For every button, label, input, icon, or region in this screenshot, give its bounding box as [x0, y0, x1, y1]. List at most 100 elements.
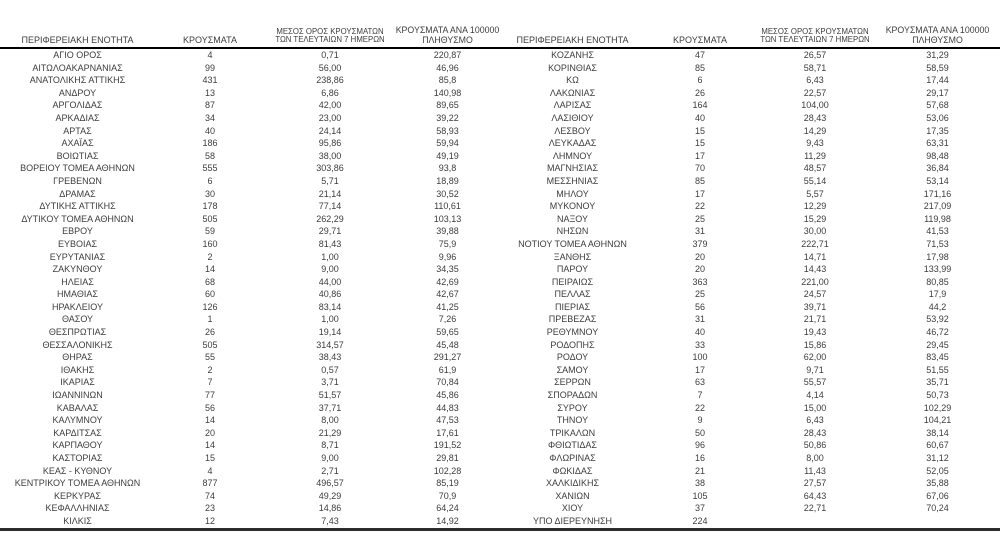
cell-cases: 56	[694, 301, 705, 312]
cell-avg7: 12,29	[803, 201, 827, 212]
table-row: ΜΥΚΟΝΟΥ 22 12,29 217,09	[500, 200, 1000, 213]
cell-region: ΜΑΓΝΗΣΙΑΣ	[546, 163, 599, 174]
cell-region: ΚΑΣΤΟΡΙΑΣ	[52, 453, 103, 463]
table-row: ΑΝΔΡΟΥ 13 6,86 140,98	[0, 87, 500, 100]
cell-cases: 17	[694, 188, 705, 199]
cell-cases: 30	[204, 188, 215, 199]
cell-cases: 160	[202, 238, 218, 249]
cell-region: ΧΙΟΥ	[561, 503, 584, 514]
table-row: ΝΗΣΩΝ 31 30,00 41,53	[500, 225, 1000, 238]
cell-avg7: 30,00	[803, 226, 827, 237]
table-row: ΚΑΛΥΜΝΟΥ 14 8,00 47,53	[0, 414, 500, 427]
cell-cases: 20	[694, 251, 705, 262]
cell-avg7: 29,71	[318, 226, 342, 237]
cell-avg7: 28,43	[803, 427, 827, 438]
cell-cases: 14	[204, 264, 215, 275]
cell-cases: 7	[697, 390, 703, 401]
cell-per100k: 58,59	[926, 62, 949, 73]
cell-avg7: 55,57	[803, 377, 827, 388]
cell-avg7: 6,43	[806, 415, 824, 426]
cell-avg7: 37,71	[318, 402, 342, 413]
cell-cases: 9	[697, 415, 703, 426]
cell-region: ΗΛΕΙΑΣ	[61, 276, 94, 287]
cell-cases: 363	[692, 276, 708, 287]
table-row: ΗΛΕΙΑΣ 68 44,00 42,69	[0, 276, 500, 289]
cell-avg7: 81,43	[318, 238, 342, 249]
cell-cases: 22	[694, 402, 705, 413]
col-header-cases: ΚΡΟΥΣΜΑΤΑ	[155, 19, 265, 49]
cell-avg7: 21,14	[318, 188, 342, 199]
cell-cases: 6	[207, 175, 213, 186]
table-row: ΛΗΜΝΟΥ 17 11,29 98,48	[500, 150, 1000, 163]
cell-region: ΤΗΝΟΥ	[556, 415, 589, 426]
cell-avg7: 262,29	[316, 213, 344, 224]
cell-per100k: 45,86	[436, 390, 459, 401]
cell-region: ΦΩΚΙΔΑΣ	[552, 465, 593, 476]
cell-cases: 186	[202, 138, 218, 149]
cell-avg7: 51,57	[318, 390, 342, 401]
cell-per100k: 41,25	[436, 301, 459, 312]
table-row: ΓΡΕΒΕΝΩΝ 6 5,71 18,89	[0, 175, 500, 188]
cell-per100k: 45,48	[436, 339, 459, 350]
header-row: ΠΕΡΙΦΕΡΕΙΑΚΗ ΕΝΟΤΗΤΑ ΚΡΟΥΣΜΑΤΑ ΜΕΣΟΣ ΟΡΟ…	[0, 19, 500, 49]
cell-cases: 13	[204, 87, 215, 98]
table-row: ΗΡΑΚΛΕΙΟΥ 126 83,14 41,25	[0, 301, 500, 314]
table-row: ΙΚΑΡΙΑΣ 7 3,71 70,84	[0, 376, 500, 389]
table-row: ΚΑΡΔΙΤΣΑΣ 20 21,29 17,61	[0, 427, 500, 440]
cell-per100k: 191,52	[433, 440, 462, 451]
cell-per100k: 53,06	[926, 112, 949, 123]
cell-region: ΝΗΣΩΝ	[556, 226, 589, 237]
cell-avg7: 9,43	[806, 138, 824, 149]
table-header-left: ΠΕΡΙΦΕΡΕΙΑΚΗ ΕΝΟΤΗΤΑ ΚΡΟΥΣΜΑΤΑ ΜΕΣΟΣ ΟΡΟ…	[0, 19, 500, 49]
cell-per100k: 104,21	[923, 415, 952, 426]
table-row: ΚΑΒΑΛΑΣ 56 37,71 44,83	[0, 402, 500, 415]
cell-cases: 16	[694, 453, 705, 463]
cell-per100k: 31,29	[926, 50, 949, 60]
cell-cases: 7	[207, 377, 213, 388]
cell-avg7: 19,14	[318, 327, 342, 338]
cell-cases: 58	[204, 150, 215, 161]
cell-region: ΠΕΙΡΑΙΩΣ	[551, 276, 594, 287]
cell-avg7: 64,43	[803, 490, 827, 501]
cell-cases: 1	[207, 314, 213, 325]
cell-per100k: 50,73	[926, 390, 949, 401]
cell-region: ΖΑΚΥΝΘΟΥ	[52, 264, 103, 275]
cell-per100k: 53,92	[926, 314, 949, 325]
cell-region: ΕΒΡΟΥ	[62, 226, 93, 237]
col-header-per100k-line1: ΚΡΟΥΣΜΑΤΑ ΑΝΑ 100000	[395, 25, 500, 36]
cell-region: ΗΡΑΚΛΕΙΟΥ	[51, 301, 104, 312]
cell-avg7: 2,71	[321, 465, 339, 476]
cell-cases: 164	[692, 100, 708, 111]
table-row: ΔΥΤΙΚΟΥ ΤΟΜΕΑ ΑΘΗΝΩΝ 505 262,29 103,13	[0, 213, 500, 226]
table-row: ΚΑΡΠΑΘΟΥ 14 8,71 191,52	[0, 439, 500, 452]
table-row: ΥΠΟ ΔΙΕΡΕΥΝΗΣΗ 224	[500, 515, 1000, 528]
table-body-left: ΑΓΙΟ ΟΡΟΣ 4 0,71 220,87 ΑΙΤΩΛΟΑΚΑΡΝΑΝΙΑΣ 99 56…	[0, 48, 500, 528]
cell-region: ΑΡΓΟΛΙΔΑΣ	[52, 100, 103, 111]
table-row: ΑΧΑΪΑΣ 186 95,86 59,94	[0, 137, 500, 150]
cell-avg7: 5,71	[321, 175, 339, 186]
table-row: ΖΑΚΥΝΘΟΥ 14 9,00 34,35	[0, 263, 500, 276]
cell-avg7: 1,00	[321, 251, 339, 262]
cell-avg7: 77,14	[318, 201, 342, 212]
cell-cases: 178	[202, 201, 218, 212]
cell-per100k: 140,98	[433, 87, 462, 98]
table-row: ΧΑΛΚΙΔΙΚΗΣ 38 27,57 35,88	[500, 477, 1000, 490]
cell-avg7: 24,14	[318, 125, 342, 136]
cell-region: ΛΗΜΝΟΥ	[552, 150, 593, 161]
cell-per100k: 133,99	[923, 264, 952, 275]
col-header-region: ΠΕΡΙΦΕΡΕΙΑΚΗ ΕΝΟΤΗΤΑ	[0, 19, 155, 49]
cell-cases: 555	[202, 163, 218, 174]
table-row: ΜΗΛΟΥ 17 5,57 171,16	[500, 188, 1000, 201]
cell-per100k: 44,83	[436, 402, 459, 413]
table-row: ΡΟΔΟΠΗΣ 33 15,86 29,45	[500, 339, 1000, 352]
table-row: ΕΥΡΥΤΑΝΙΑΣ 2 1,00 9,96	[0, 251, 500, 264]
cell-cases: 17	[694, 150, 705, 161]
cell-avg7: 83,14	[318, 301, 342, 312]
cell-region: ΑΡΚΑΔΙΑΣ	[55, 112, 100, 123]
cell-avg7: 0,57	[321, 364, 339, 375]
cell-region: ΚΑΡΠΑΘΟΥ	[52, 440, 103, 451]
cell-per100k: 70,24	[926, 503, 949, 514]
cell-per100k: 47,53	[436, 415, 459, 426]
cell-region: ΔΥΤΙΚΗΣ ΑΤΤΙΚΗΣ	[39, 201, 116, 212]
table-row: ΚΕΝΤΡΙΚΟΥ ΤΟΜΕΑ ΑΘΗΝΩΝ 877 496,57 85,19	[0, 477, 500, 490]
